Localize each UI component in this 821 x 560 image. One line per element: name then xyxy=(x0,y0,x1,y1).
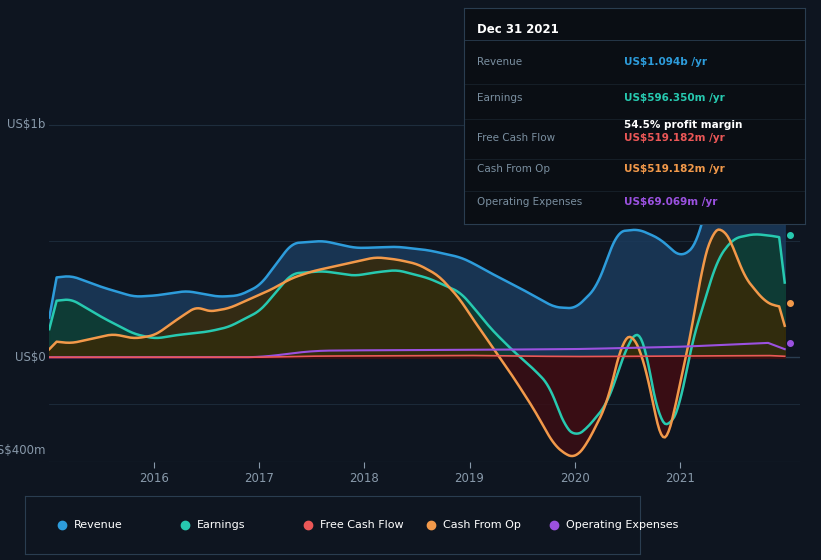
Text: US$1b: US$1b xyxy=(7,118,45,131)
Text: Cash From Op: Cash From Op xyxy=(478,164,551,174)
Text: 54.5% profit margin: 54.5% profit margin xyxy=(624,120,742,130)
Text: Earnings: Earnings xyxy=(197,520,245,530)
Text: Dec 31 2021: Dec 31 2021 xyxy=(478,24,559,36)
Text: US$0: US$0 xyxy=(15,351,45,364)
Text: US$69.069m /yr: US$69.069m /yr xyxy=(624,198,718,207)
Text: Revenue: Revenue xyxy=(478,57,523,67)
Text: -US$400m: -US$400m xyxy=(0,444,45,457)
Text: US$519.182m /yr: US$519.182m /yr xyxy=(624,133,725,143)
Text: US$1.094b /yr: US$1.094b /yr xyxy=(624,57,707,67)
Text: US$596.350m /yr: US$596.350m /yr xyxy=(624,93,725,103)
Text: Operating Expenses: Operating Expenses xyxy=(478,198,583,207)
Text: Earnings: Earnings xyxy=(478,93,523,103)
Text: US$519.182m /yr: US$519.182m /yr xyxy=(624,164,725,174)
Text: Operating Expenses: Operating Expenses xyxy=(566,520,679,530)
Text: Free Cash Flow: Free Cash Flow xyxy=(478,133,556,143)
Text: Revenue: Revenue xyxy=(74,520,122,530)
Text: Cash From Op: Cash From Op xyxy=(443,520,521,530)
Text: Free Cash Flow: Free Cash Flow xyxy=(320,520,404,530)
